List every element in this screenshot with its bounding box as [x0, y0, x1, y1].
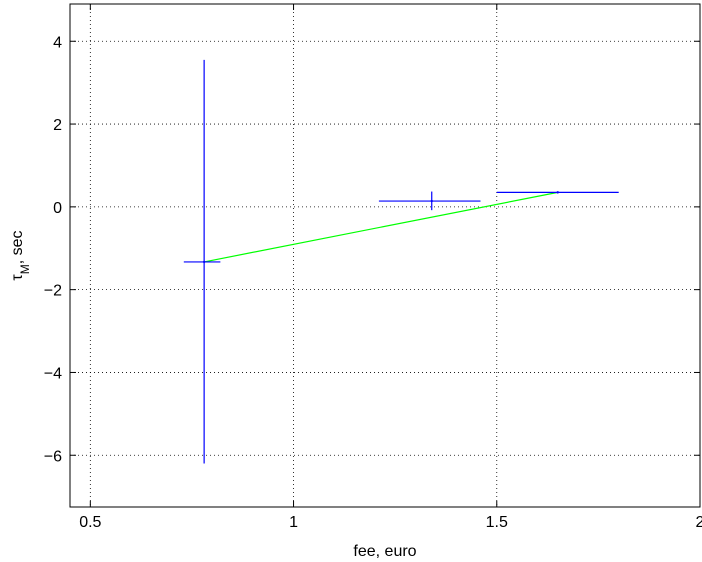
data-point — [430, 199, 433, 203]
data-point — [202, 260, 206, 264]
y-axis-label: τM, sec — [9, 230, 32, 280]
y-axis-label-subscript: M — [18, 264, 32, 274]
x-tick-label: 1.5 — [486, 514, 508, 531]
error-cross — [496, 191, 619, 194]
y-tick-label: −6 — [44, 448, 62, 465]
data-point — [556, 191, 559, 194]
y-tick-label: −4 — [44, 365, 62, 382]
y-axis-label-symbol: τ — [9, 274, 26, 281]
x-tick-label: 1 — [289, 514, 298, 531]
y-axis-label-unit: , sec — [9, 230, 26, 264]
error-cross — [183, 59, 221, 464]
grid — [70, 4, 701, 507]
y-tick-label: −2 — [44, 283, 62, 300]
y-tick-label: 4 — [53, 34, 62, 51]
x-axis-label: fee, euro — [353, 543, 416, 560]
error-cross — [378, 191, 481, 211]
plot-area-frame — [69, 3, 701, 508]
x-tick-label: 0.5 — [79, 514, 101, 531]
fit-line — [204, 191, 558, 263]
series-group — [183, 59, 619, 464]
y-tick-label: 2 — [53, 117, 62, 134]
x-tick-label: 2 — [696, 514, 702, 531]
axis-ticks: 0.5 1 1.5 2 4 2 0 −2 −4 −6 — [44, 4, 702, 531]
y-tick-label: 0 — [53, 200, 62, 217]
